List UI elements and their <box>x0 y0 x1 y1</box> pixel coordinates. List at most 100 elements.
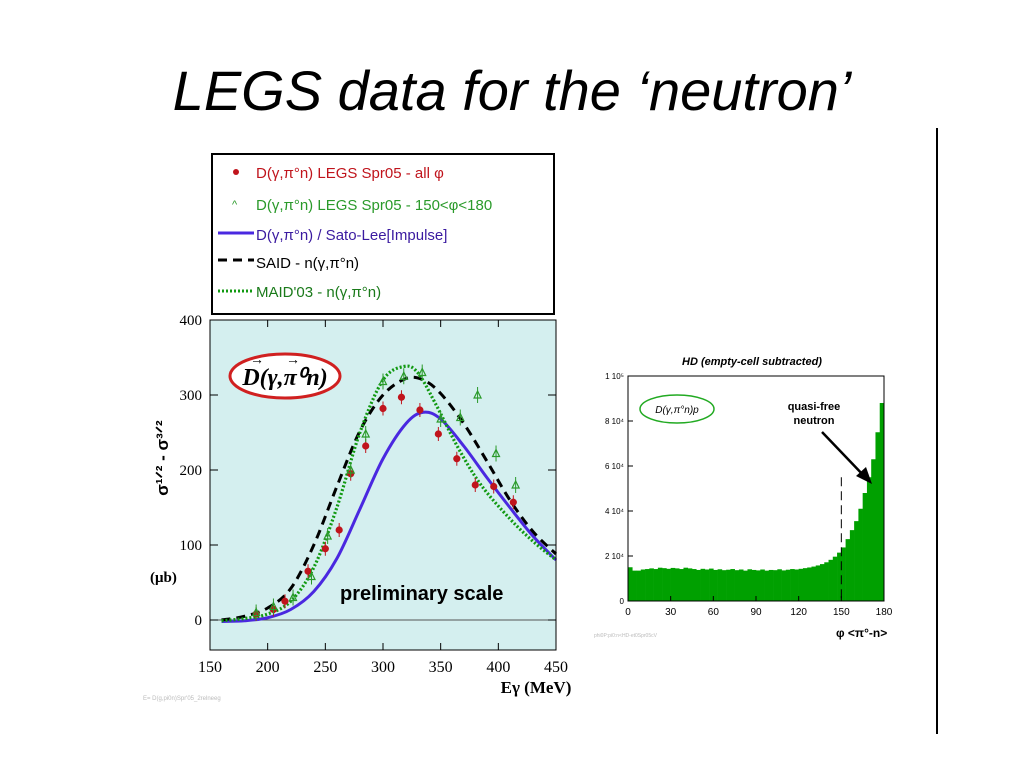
histogram-bin <box>824 562 829 601</box>
right-footnote: phi0P:pi0:n<HD-et0Spr05cV <box>594 633 658 639</box>
histogram-bin <box>802 568 808 601</box>
right-chart-title: HD (empty-cell subtracted) <box>682 356 822 368</box>
red-data-point <box>434 430 442 438</box>
histogram-bin <box>683 567 689 601</box>
green-data-point <box>288 592 298 602</box>
green-data-point <box>268 601 278 611</box>
histogram-bin <box>781 570 787 601</box>
histogram-bin <box>721 570 727 601</box>
legend-entry-1: D(γ,π°n) LEGS Spr05 - all φ <box>256 165 444 182</box>
legend-marker-triangle: ^ <box>232 199 238 211</box>
left-x-tick-label: 450 <box>544 659 568 676</box>
right-x-tick-label: 60 <box>708 607 720 618</box>
histogram-bin <box>849 530 855 601</box>
green-data-point <box>323 530 333 540</box>
right-x-tick-label: 90 <box>750 607 762 618</box>
left-y-axis-label-group: σ¹ᐟ² - σ³ᐟ² <box>153 420 172 496</box>
green-data-point <box>399 370 409 380</box>
histogram-bin <box>858 508 863 601</box>
right-reaction-label: D(γ,π°n)p <box>655 405 699 416</box>
histogram-bin <box>845 539 851 601</box>
red-data-point <box>321 545 329 553</box>
left-legend-box <box>211 153 555 315</box>
histogram-bin <box>764 570 770 601</box>
right-y-tick-label: 2 10⁴ <box>605 552 625 561</box>
histogram-bin <box>832 556 838 601</box>
green-data-point <box>511 479 521 489</box>
right-x-tick-label: 180 <box>876 607 893 618</box>
green-data-point <box>361 428 371 438</box>
red-data-point <box>335 526 343 534</box>
legend-entry-3: D(γ,π°n) / Sato-Lee[Impulse] <box>256 227 447 244</box>
left-reaction-label: D(γ,π⁰n) <box>241 365 327 391</box>
red-data-point <box>281 597 289 605</box>
left-y-tick-label: 100 <box>180 538 203 554</box>
left-points <box>251 364 521 621</box>
histogram-bin <box>632 570 637 601</box>
right-reaction-ellipse <box>639 394 715 424</box>
right-x-tick-label: 150 <box>833 607 850 618</box>
histogram-bin <box>811 566 817 601</box>
left-y-axis-unit: (μb) <box>150 570 177 586</box>
histogram-bin <box>773 570 778 601</box>
histogram-bin <box>734 570 740 601</box>
histogram-bin <box>709 568 714 601</box>
histogram-bin <box>854 521 859 601</box>
histogram-bin <box>726 569 731 601</box>
histogram-bin <box>730 569 735 601</box>
left-curves <box>221 364 558 623</box>
histogram-bin <box>713 569 718 601</box>
histogram-bin <box>798 568 804 601</box>
right-chart: HD (empty-cell subtracted) 0 30 60 90 120 150… <box>594 356 893 640</box>
legend-marker-red-dot <box>233 169 239 175</box>
histogram-bin <box>862 493 868 601</box>
red-data-point <box>453 455 461 463</box>
histogram-bin <box>777 569 782 601</box>
reaction-label-ellipse <box>228 352 342 400</box>
left-legend: D(γ,π°n) LEGS Spr05 - all φ ^ D(γ,π°n) LEG… <box>218 165 492 301</box>
histogram-bin <box>841 547 846 601</box>
red-data-point <box>304 567 312 575</box>
histogram-bin <box>649 568 654 601</box>
left-y-tick-label: 200 <box>180 463 203 479</box>
left-y-ticks: 0 100 200 300 400 <box>180 313 556 629</box>
histogram-bin <box>837 552 842 601</box>
right-x-axis-label: φ <π°-n> <box>836 626 887 640</box>
histogram-bin <box>790 569 795 601</box>
slide-title: LEGS data for the ‘neutron’ <box>172 59 852 122</box>
histogram-bin <box>717 569 723 601</box>
right-y-tick-label: 1 10⁵ <box>605 372 624 381</box>
right-x-tick-label: 30 <box>665 607 677 618</box>
red-data-point <box>362 442 370 450</box>
left-y-tick-label: 300 <box>180 388 203 404</box>
red-data-point <box>509 498 517 506</box>
histogram-bin <box>738 569 744 601</box>
histogram-bin <box>670 567 676 601</box>
histogram-bin <box>679 569 684 601</box>
histogram-bin <box>704 569 710 601</box>
left-y-axis-label: σ¹ᐟ² - σ³ᐟ² <box>153 420 172 496</box>
left-x-tick-label: 150 <box>198 659 222 676</box>
left-x-tick-label: 300 <box>371 659 395 676</box>
legend-entry-5: MAID'03 - n(γ,π°n) <box>256 284 381 301</box>
histogram-bin <box>879 403 885 601</box>
histogram-bin <box>628 567 633 601</box>
histogram-bin <box>640 569 646 601</box>
right-x-tick-label: 120 <box>790 607 807 618</box>
histogram-bin <box>871 459 876 601</box>
left-y-tick-label: 400 <box>180 313 203 329</box>
left-x-tick-label: 350 <box>429 659 453 676</box>
left-footnote: E= D(g,pi0n)Spr'05_2relneeg <box>143 696 221 702</box>
histogram-bin <box>657 567 663 601</box>
green-data-point <box>346 464 356 474</box>
green-data-point <box>455 412 465 422</box>
histogram-bin <box>820 564 825 601</box>
legend-entry-2: D(γ,π°n) LEGS Spr05 - 150<φ<180 <box>256 197 492 214</box>
histogram-bin <box>636 570 642 601</box>
green-data-point <box>473 389 483 399</box>
left-x-ticks: 150 200 250 300 350 400 450 <box>198 320 568 676</box>
red-data-point <box>471 481 479 489</box>
arrow-over-d-icon: → <box>250 353 264 368</box>
green-data-point <box>378 376 388 386</box>
